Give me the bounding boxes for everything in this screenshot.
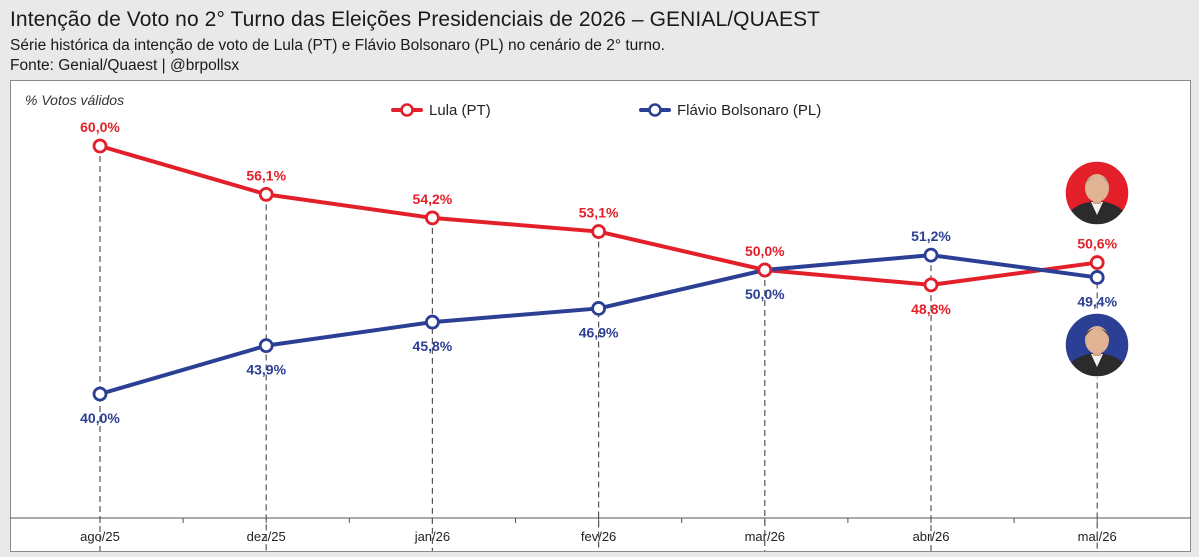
data-point-lula-pt <box>757 262 773 278</box>
data-point-lula-pt <box>258 186 274 202</box>
data-label-lula-pt: 60,0% <box>80 119 120 135</box>
avatar-border <box>1064 160 1130 226</box>
avatar-shirt <box>1091 354 1103 367</box>
data-label-flavio-bolsonaro-pl: 45,8% <box>413 338 453 354</box>
data-point-flavio-bolsonaro-pl <box>92 386 108 402</box>
legend-label-lula-pt: Lula (PT) <box>429 102 491 119</box>
data-point-lula-pt <box>424 210 440 226</box>
chart-panel <box>10 80 1191 552</box>
data-point-lula-pt <box>923 277 939 293</box>
legend: Lula (PT) Flávio Bolsonaro (PL) <box>391 102 821 119</box>
drop-lines <box>99 146 1098 551</box>
data-label-lula-pt: 54,2% <box>413 191 453 207</box>
chart-source: Fonte: Genial/Quaest | @brpollsx <box>10 57 240 74</box>
x-tick-label: jan/26 <box>414 529 450 544</box>
data-label-lula-pt: 50,6% <box>1077 236 1117 252</box>
x-axis: ago/25 dez/25 jan/26 fev/26 mar/26 abr/26 mai/… <box>10 517 1191 544</box>
legend-marker-lula-pt <box>400 103 414 117</box>
data-label-flavio-bolsonaro-pl: 49,4% <box>1077 293 1117 309</box>
data-point-lula-pt <box>92 138 108 154</box>
data-label-lula-pt: 56,1% <box>246 167 286 183</box>
data-labels: 60,0% 56,1% 54,2% 53,1% 50,0% 48,8% 50,6% 40,0%… <box>80 119 1117 426</box>
data-label-flavio-bolsonaro-pl: 46,9% <box>579 324 619 340</box>
avatar-face <box>1085 174 1109 202</box>
avatar-lula-pt <box>1064 160 1130 226</box>
chart-header: Intenção de Voto no 2° Turno das Eleiçõe… <box>0 0 1199 80</box>
data-label-flavio-bolsonaro-pl: 43,9% <box>246 362 286 378</box>
avatar-border <box>1064 312 1130 378</box>
x-tick-label: mar/26 <box>745 529 785 544</box>
data-label-lula-pt: 50,0% <box>745 243 785 259</box>
data-points <box>92 138 1105 402</box>
avatar-portrait <box>1065 161 1129 225</box>
data-label-flavio-bolsonaro-pl: 40,0% <box>80 410 120 426</box>
legend-label-flavio-bolsonaro-pl: Flávio Bolsonaro (PL) <box>677 102 821 119</box>
data-point-flavio-bolsonaro-pl <box>258 338 274 354</box>
data-point-flavio-bolsonaro-pl <box>591 301 606 316</box>
data-point-flavio-bolsonaro-pl <box>1089 270 1105 285</box>
y-axis-label: % Votos válidos <box>25 92 124 108</box>
avatar-shirt <box>1091 202 1103 215</box>
data-point-lula-pt <box>1089 255 1105 270</box>
avatars <box>1064 160 1130 378</box>
data-label-lula-pt: 48,8% <box>911 301 951 317</box>
data-label-flavio-bolsonaro-pl: 50,0% <box>745 286 785 302</box>
avatar-flavio-bolsonaro-pl <box>1064 312 1130 378</box>
chart-title: Intenção de Voto no 2° Turno das Eleiçõe… <box>10 8 821 31</box>
data-point-flavio-bolsonaro-pl <box>923 247 939 263</box>
data-label-flavio-bolsonaro-pl: 51,2% <box>911 228 951 244</box>
chart-subtitle: Série histórica da intenção de voto de L… <box>10 37 665 54</box>
data-point-flavio-bolsonaro-pl <box>424 314 440 330</box>
avatar-face <box>1085 326 1109 354</box>
avatar-portrait <box>1065 313 1129 377</box>
data-label-lula-pt: 53,1% <box>579 205 619 221</box>
avatar-hair <box>1085 176 1109 185</box>
legend-marker-flavio-bolsonaro-pl <box>648 103 662 117</box>
data-point-lula-pt <box>591 224 606 239</box>
avatar-hair <box>1085 328 1109 337</box>
